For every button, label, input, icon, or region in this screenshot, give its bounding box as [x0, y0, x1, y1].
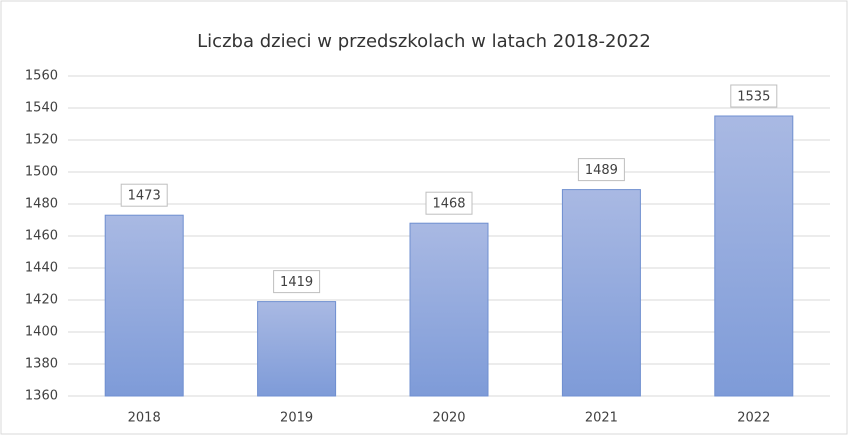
y-tick-label: 1360	[25, 389, 58, 404]
y-tick-label: 1560	[25, 69, 58, 84]
data-label-box	[273, 270, 321, 294]
y-tick-label: 1440	[25, 261, 58, 276]
x-tick-label: 2022	[737, 411, 770, 426]
y-tick-label: 1500	[25, 165, 58, 180]
y-tick-label: 1480	[25, 197, 58, 212]
x-tick-label: 2020	[432, 411, 465, 426]
data-label: 1535	[737, 90, 770, 105]
bar	[104, 214, 184, 397]
data-label-box	[425, 191, 473, 215]
bar	[561, 189, 641, 397]
data-label-box	[730, 84, 778, 108]
data-label: 1489	[585, 163, 618, 178]
bar	[714, 115, 794, 397]
bar	[257, 301, 337, 397]
data-label-box	[120, 183, 168, 207]
x-tick-label: 2018	[128, 411, 161, 426]
data-label: 1468	[432, 197, 465, 212]
data-label: 1419	[280, 275, 313, 290]
x-tick-label: 2021	[585, 411, 618, 426]
x-tick-label: 2019	[280, 411, 313, 426]
data-label: 1473	[128, 189, 161, 204]
y-tick-label: 1520	[25, 133, 58, 148]
y-tick-label: 1540	[25, 101, 58, 116]
data-label-box	[577, 158, 625, 182]
y-tick-label: 1400	[25, 325, 58, 340]
bar	[409, 222, 489, 397]
y-tick-label: 1460	[25, 229, 58, 244]
y-tick-label: 1380	[25, 357, 58, 372]
y-tick-label: 1420	[25, 293, 58, 308]
chart-title: Liczba dzieci w przedszkolach w latach 2…	[197, 31, 651, 52]
